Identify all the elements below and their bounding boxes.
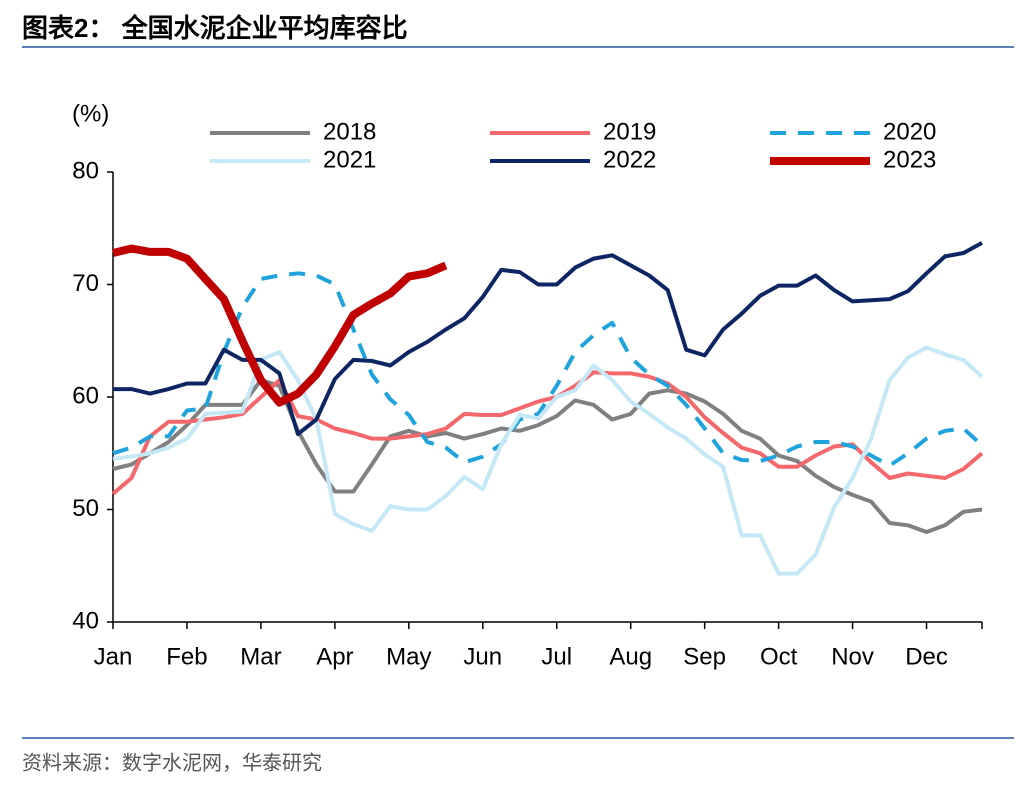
legend-label: 2021	[323, 146, 376, 173]
y-tick-label: 50	[72, 495, 99, 522]
x-tick-label: Jan	[94, 643, 133, 670]
x-tick-label: Dec	[905, 643, 948, 670]
legend-label: 2018	[323, 118, 376, 145]
y-axis-label: (%)	[72, 100, 109, 127]
series-line	[112, 378, 983, 534]
x-tick-label: Feb	[166, 643, 207, 670]
series-line	[112, 345, 984, 576]
y-tick-label: 40	[72, 607, 99, 634]
x-tick-label: Jun	[463, 643, 502, 670]
series-line	[113, 241, 983, 437]
x-tick-label: Jul	[541, 643, 572, 670]
source: 资料来源：数字水泥网，华泰研究	[22, 751, 322, 774]
legend-label: 2022	[603, 146, 656, 173]
chart-title: 图表2： 全国水泥企业平均库容比	[22, 13, 408, 43]
series-line	[111, 370, 984, 496]
legend-label: 2020	[883, 118, 936, 145]
x-tick-label: Nov	[831, 643, 874, 670]
x-tick-label: Mar	[240, 643, 281, 670]
x-tick-label: May	[386, 643, 431, 670]
x-tick-label: Oct	[760, 643, 798, 670]
legend-label: 2019	[603, 118, 656, 145]
y-tick-label: 60	[72, 382, 99, 409]
x-tick-label: Apr	[316, 643, 353, 670]
legend-label: 2023	[883, 146, 936, 173]
y-tick-label: 70	[72, 270, 99, 297]
series-line	[112, 244, 448, 407]
x-tick-label: Sep	[683, 643, 726, 670]
x-tick-label: Aug	[609, 643, 652, 670]
y-tick-label: 80	[72, 157, 99, 184]
